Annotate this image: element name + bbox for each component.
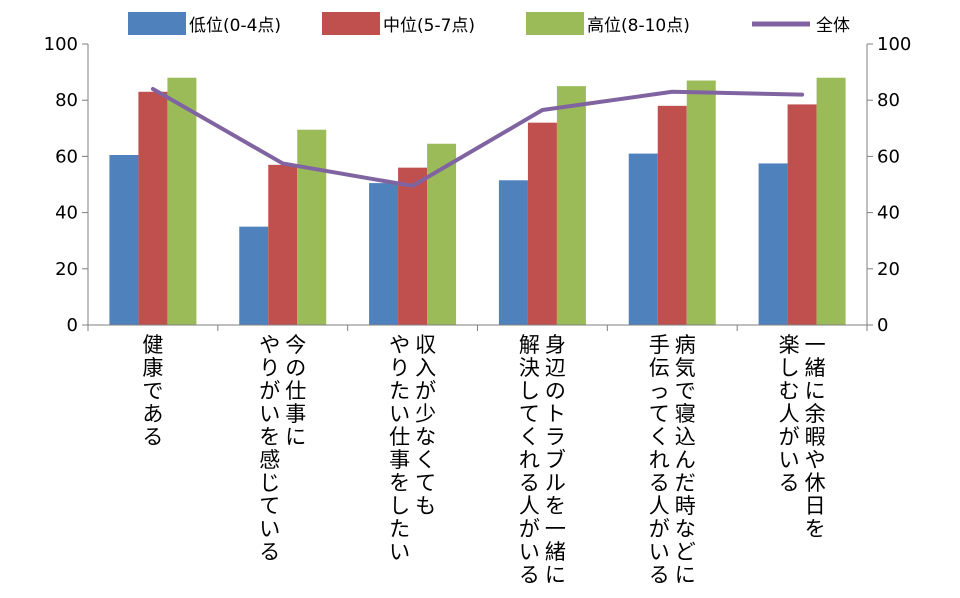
bar-2-4: [527, 122, 557, 326]
bar-1-2: [239, 226, 269, 325]
bar-2-1: [138, 91, 168, 326]
legend-swatch: [128, 12, 186, 35]
bar-1-6: [758, 163, 788, 325]
legend-item-3: 高位(8-10点): [526, 12, 690, 36]
bar-3-2: [297, 129, 327, 325]
y-tick-label: 20: [55, 259, 78, 280]
bar-1-3: [369, 183, 399, 325]
category-label-1: 健康である: [142, 333, 163, 449]
category-label-line: 楽しむ人がいる: [779, 333, 800, 495]
bar-2-5: [657, 105, 687, 325]
y2-tick-label: 80: [877, 90, 900, 111]
y-tick-label: 100: [44, 34, 78, 55]
category-label-line: 身辺のトラブルを一緒に: [545, 333, 566, 587]
legend-swatch: [526, 12, 584, 35]
y2-tick-label: 0: [877, 315, 888, 336]
category-label-line: 手伝ってくれる人がいる: [649, 333, 670, 587]
bar-group: [109, 77, 846, 326]
bar-3-6: [816, 77, 846, 325]
category-label-line: やりたい仕事をしたい: [389, 333, 410, 564]
bar-3-4: [556, 86, 586, 326]
y2-tick-label: 40: [877, 203, 900, 224]
legend-label: 中位(5-7点): [383, 16, 475, 36]
legend-swatch: [322, 12, 380, 35]
legend-item-4: 全体: [752, 16, 850, 36]
bar-3-1: [167, 77, 197, 325]
category-label-line: やりがいを感じている: [259, 333, 280, 564]
bar-3-5: [686, 80, 716, 325]
y-tick-label: 40: [55, 203, 78, 224]
bar-1-4: [498, 180, 528, 325]
legend-label: 全体: [816, 16, 850, 36]
y-tick-label: 80: [55, 90, 78, 111]
category-label-line: 病気で寝込んだ時などに: [675, 333, 696, 587]
category-label-line: 解決してくれる人がいる: [519, 333, 540, 587]
legend: 低位(0-4点) 中位(5-7点) 高位(8-10点) 全体: [128, 12, 850, 36]
y2-tick-label: 100: [877, 34, 911, 55]
bar-2-6: [787, 104, 817, 325]
category-label-line: 健康である: [142, 333, 163, 449]
y-tick-label: 0: [67, 315, 78, 336]
bar-2-2: [268, 164, 298, 325]
legend-label: 低位(0-4点): [189, 16, 281, 36]
bar-1-1: [109, 154, 139, 325]
bar-1-5: [628, 153, 658, 325]
bar-2-3: [398, 167, 428, 325]
legend-item-1: 低位(0-4点): [128, 12, 281, 36]
y2-tick-label: 20: [877, 259, 900, 280]
legend-label: 高位(8-10点): [587, 16, 690, 36]
axes: 0 20 40 60 80 100 0 20 40 60 80 100: [44, 34, 912, 336]
line-1: [150, 86, 805, 188]
category-label-line: 一緒に余暇や休日を: [805, 333, 826, 541]
legend-item-2: 中位(5-7点): [322, 12, 475, 36]
category-label-line: 収入が少なくても: [415, 333, 436, 518]
y2-tick-label: 60: [877, 146, 900, 167]
y-tick-label: 60: [55, 146, 78, 167]
line-series: [150, 86, 805, 188]
category-label-line: 今の仕事に: [285, 333, 306, 449]
